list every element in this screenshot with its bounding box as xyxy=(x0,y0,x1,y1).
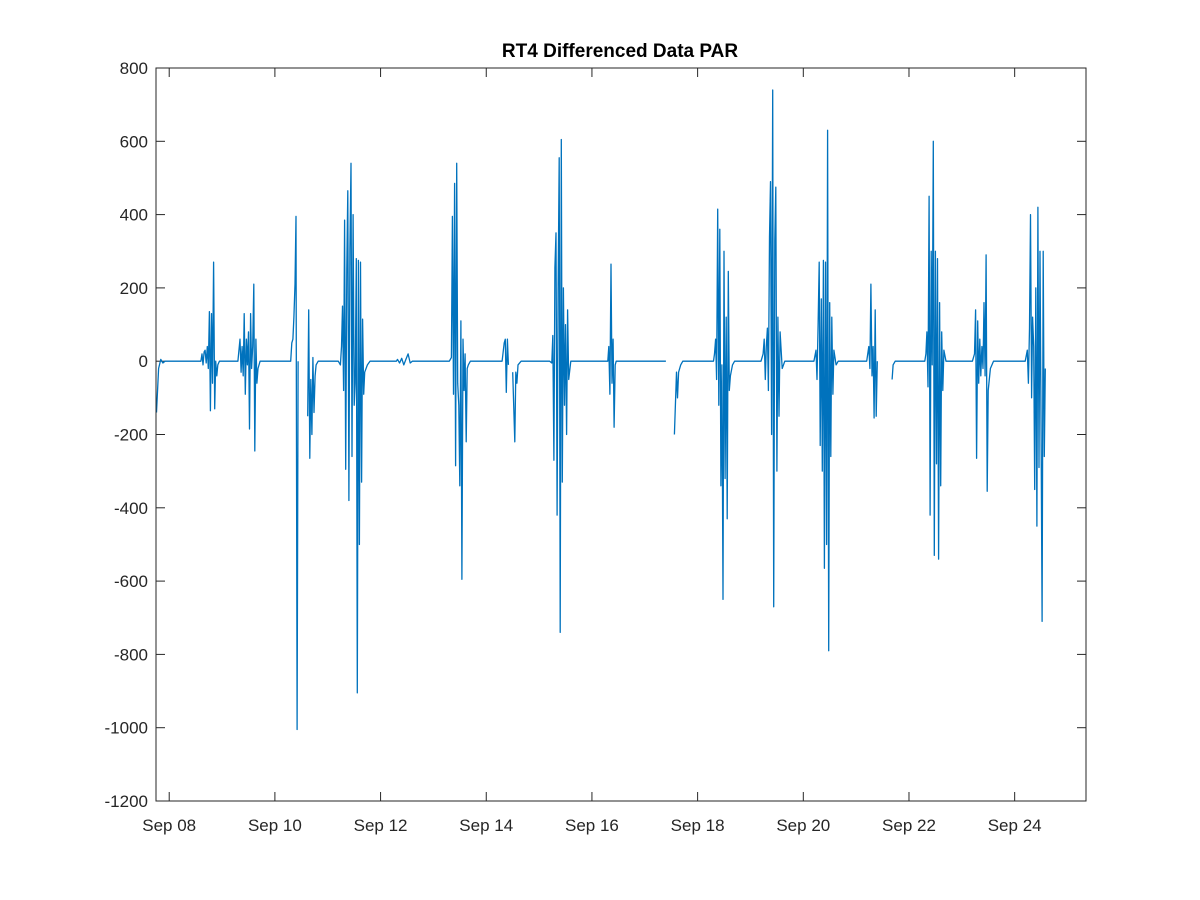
x-tick-label: Sep 16 xyxy=(565,816,619,835)
y-tick-label: -400 xyxy=(114,499,148,518)
chart-title: RT4 Differenced Data PAR xyxy=(502,41,738,62)
x-tick-label: Sep 14 xyxy=(459,816,513,835)
y-tick-label: -600 xyxy=(114,572,148,591)
series-line-segment xyxy=(891,140,1046,623)
series-line-segment xyxy=(155,215,299,731)
y-tick-label: -200 xyxy=(114,426,148,445)
x-axis: Sep 08 Sep 10 Sep 12 Sep 14 Sep 16 Sep 18 Sep … xyxy=(142,68,1042,835)
x-tick-label: Sep 18 xyxy=(671,816,725,835)
series-line-segment xyxy=(673,89,878,652)
y-axis: 800 600 400 200 0 -200 -400 -600 -800 -1000 -1200 xyxy=(105,59,1086,811)
series-line-segment xyxy=(512,138,666,634)
y-tick-label: 400 xyxy=(120,206,148,225)
series-line-segment xyxy=(307,162,510,694)
x-tick-label: Sep 22 xyxy=(882,816,936,835)
x-tick-label: Sep 12 xyxy=(354,816,408,835)
plot-frame xyxy=(155,67,1087,802)
y-tick-label: 0 xyxy=(139,352,148,371)
x-tick-label: Sep 20 xyxy=(776,816,830,835)
x-tick-label: Sep 24 xyxy=(988,816,1042,835)
y-tick-label: -1200 xyxy=(105,792,148,811)
y-tick-label: -1000 xyxy=(105,719,148,738)
plot-lines xyxy=(155,89,1046,731)
x-tick-label: Sep 08 xyxy=(142,816,196,835)
x-tick-label: Sep 10 xyxy=(248,816,302,835)
y-tick-label: 200 xyxy=(120,279,148,298)
y-tick-label: 600 xyxy=(120,132,148,151)
y-tick-label: -800 xyxy=(114,645,148,664)
y-tick-label: 800 xyxy=(120,59,148,78)
